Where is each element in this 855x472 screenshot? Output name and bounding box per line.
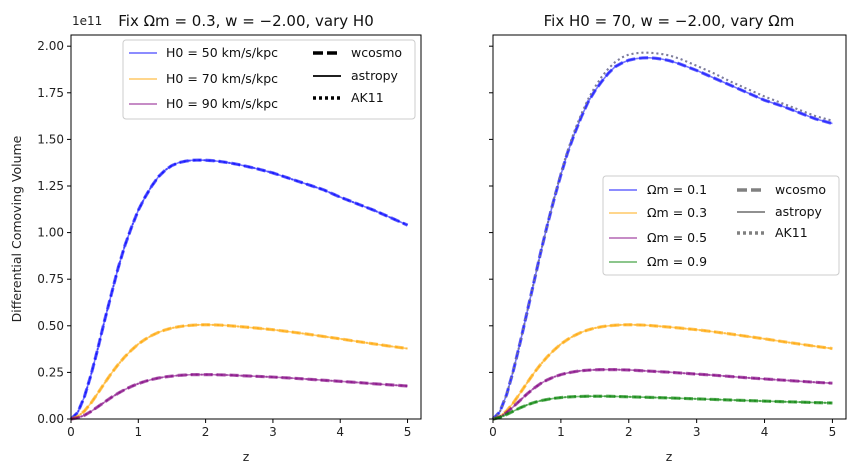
x-tick-label: 3 [693, 425, 701, 439]
legend-label-ak11: AK11 [351, 90, 384, 105]
legend-label-wcosmo: wcosmo [351, 45, 402, 60]
x-tick-label: 4 [336, 425, 344, 439]
y-axis-offset-text: 1e11 [72, 14, 102, 28]
y-tick-label: 0.25 [37, 365, 64, 379]
left-legend-box [122, 39, 416, 120]
x-tick-label: 0 [67, 425, 75, 439]
legend-label-om-01: Ωm = 0.1 [647, 182, 707, 197]
right-x-ticks: 0 1 2 3 4 5 [489, 419, 836, 439]
left-y-ticks: 0.00 0.25 0.50 0.75 1.00 1.25 1.50 1.75 2.00 [37, 39, 71, 426]
y-axis-label: Differential Comoving Volume [9, 135, 24, 322]
series-line-ak11 [70, 323, 408, 421]
left-legend: H0 = 50 km/s/kpc H0 = 70 km/s/kpc H0 = 9… [122, 39, 416, 120]
series-line-wcosmo [69, 158, 409, 421]
left-x-ticks: 0 1 2 3 4 5 [67, 419, 411, 439]
legend-label-wcosmo-right: wcosmo [775, 182, 826, 197]
series-line-astropy [70, 373, 408, 420]
right-axes-frame [492, 34, 847, 420]
legend-label-ak11-right: AK11 [775, 225, 808, 240]
series-line-astropy [70, 159, 408, 420]
legend-label-om-03: Ωm = 0.3 [647, 205, 707, 220]
x-tick-label: 2 [202, 425, 210, 439]
right-legend-box [602, 175, 840, 276]
right-plot-title: Fix H0 = 70, w = −2.00, vary Ωm [544, 12, 795, 30]
series-line-wcosmo [492, 323, 833, 421]
legend-label-h0-70: H0 = 70 km/s/kpc [166, 71, 278, 86]
legend-label-h0-50: H0 = 50 km/s/kpc [166, 45, 278, 60]
left-axes-frame [70, 34, 422, 420]
y-tick-label: 2.00 [37, 39, 64, 53]
y-tick-label: 0.75 [37, 272, 64, 286]
legend-label-om-09: Ωm = 0.9 [647, 254, 707, 269]
y-tick-label: 0.50 [37, 319, 64, 333]
right-subplot: Fix H0 = 70, w = −2.00, vary Ωm z 0 1 2 3 4 5… [489, 12, 847, 464]
series-line-astropy [492, 368, 833, 420]
x-tick-label: 2 [625, 425, 633, 439]
series-line-astropy [70, 323, 408, 420]
series-line-ak11 [492, 323, 833, 421]
x-tick-label: 4 [761, 425, 769, 439]
legend-label-astropy: astropy [351, 68, 399, 83]
right-y-ticks [489, 45, 493, 420]
series-line-wcosmo [492, 394, 833, 421]
series-line-wcosmo [492, 368, 833, 421]
series-line-wcosmo [70, 323, 408, 421]
left-x-axis-label: z [243, 449, 250, 464]
right-x-axis-label: z [666, 449, 673, 464]
legend-label-h0-90: H0 = 90 km/s/kpc [166, 96, 278, 111]
x-tick-label: 3 [269, 425, 277, 439]
series-line-ak11 [70, 373, 408, 421]
y-tick-label: 1.75 [37, 86, 64, 100]
x-tick-label: 1 [134, 425, 142, 439]
series-line-ak11 [70, 158, 408, 420]
left-subplot: Fix Ωm = 0.3, w = −2.00, vary H0 1e11 Di… [9, 12, 422, 464]
right-series-lines [491, 51, 833, 421]
y-tick-label: 1.00 [37, 226, 64, 240]
series-line-wcosmo [491, 56, 833, 421]
x-tick-label: 5 [404, 425, 412, 439]
x-tick-label: 0 [489, 425, 497, 439]
legend-label-om-05: Ωm = 0.5 [647, 230, 707, 245]
x-tick-label: 5 [829, 425, 837, 439]
series-line-ak11 [492, 368, 833, 421]
series-line-ak11-deviation [492, 51, 833, 420]
series-line-ak11 [492, 395, 833, 421]
y-tick-label: 1.25 [37, 179, 64, 193]
left-plot-title: Fix Ωm = 0.3, w = −2.00, vary H0 [118, 12, 374, 30]
left-series-lines [69, 158, 409, 421]
x-tick-label: 1 [557, 425, 565, 439]
y-tick-label: 0.00 [37, 412, 64, 426]
y-tick-label: 1.50 [37, 132, 64, 146]
right-legend: Ωm = 0.1 Ωm = 0.3 Ωm = 0.5 Ωm = 0.9 wcos… [602, 175, 840, 276]
series-line-wcosmo [70, 373, 408, 421]
legend-label-astropy-right: astropy [775, 204, 823, 219]
